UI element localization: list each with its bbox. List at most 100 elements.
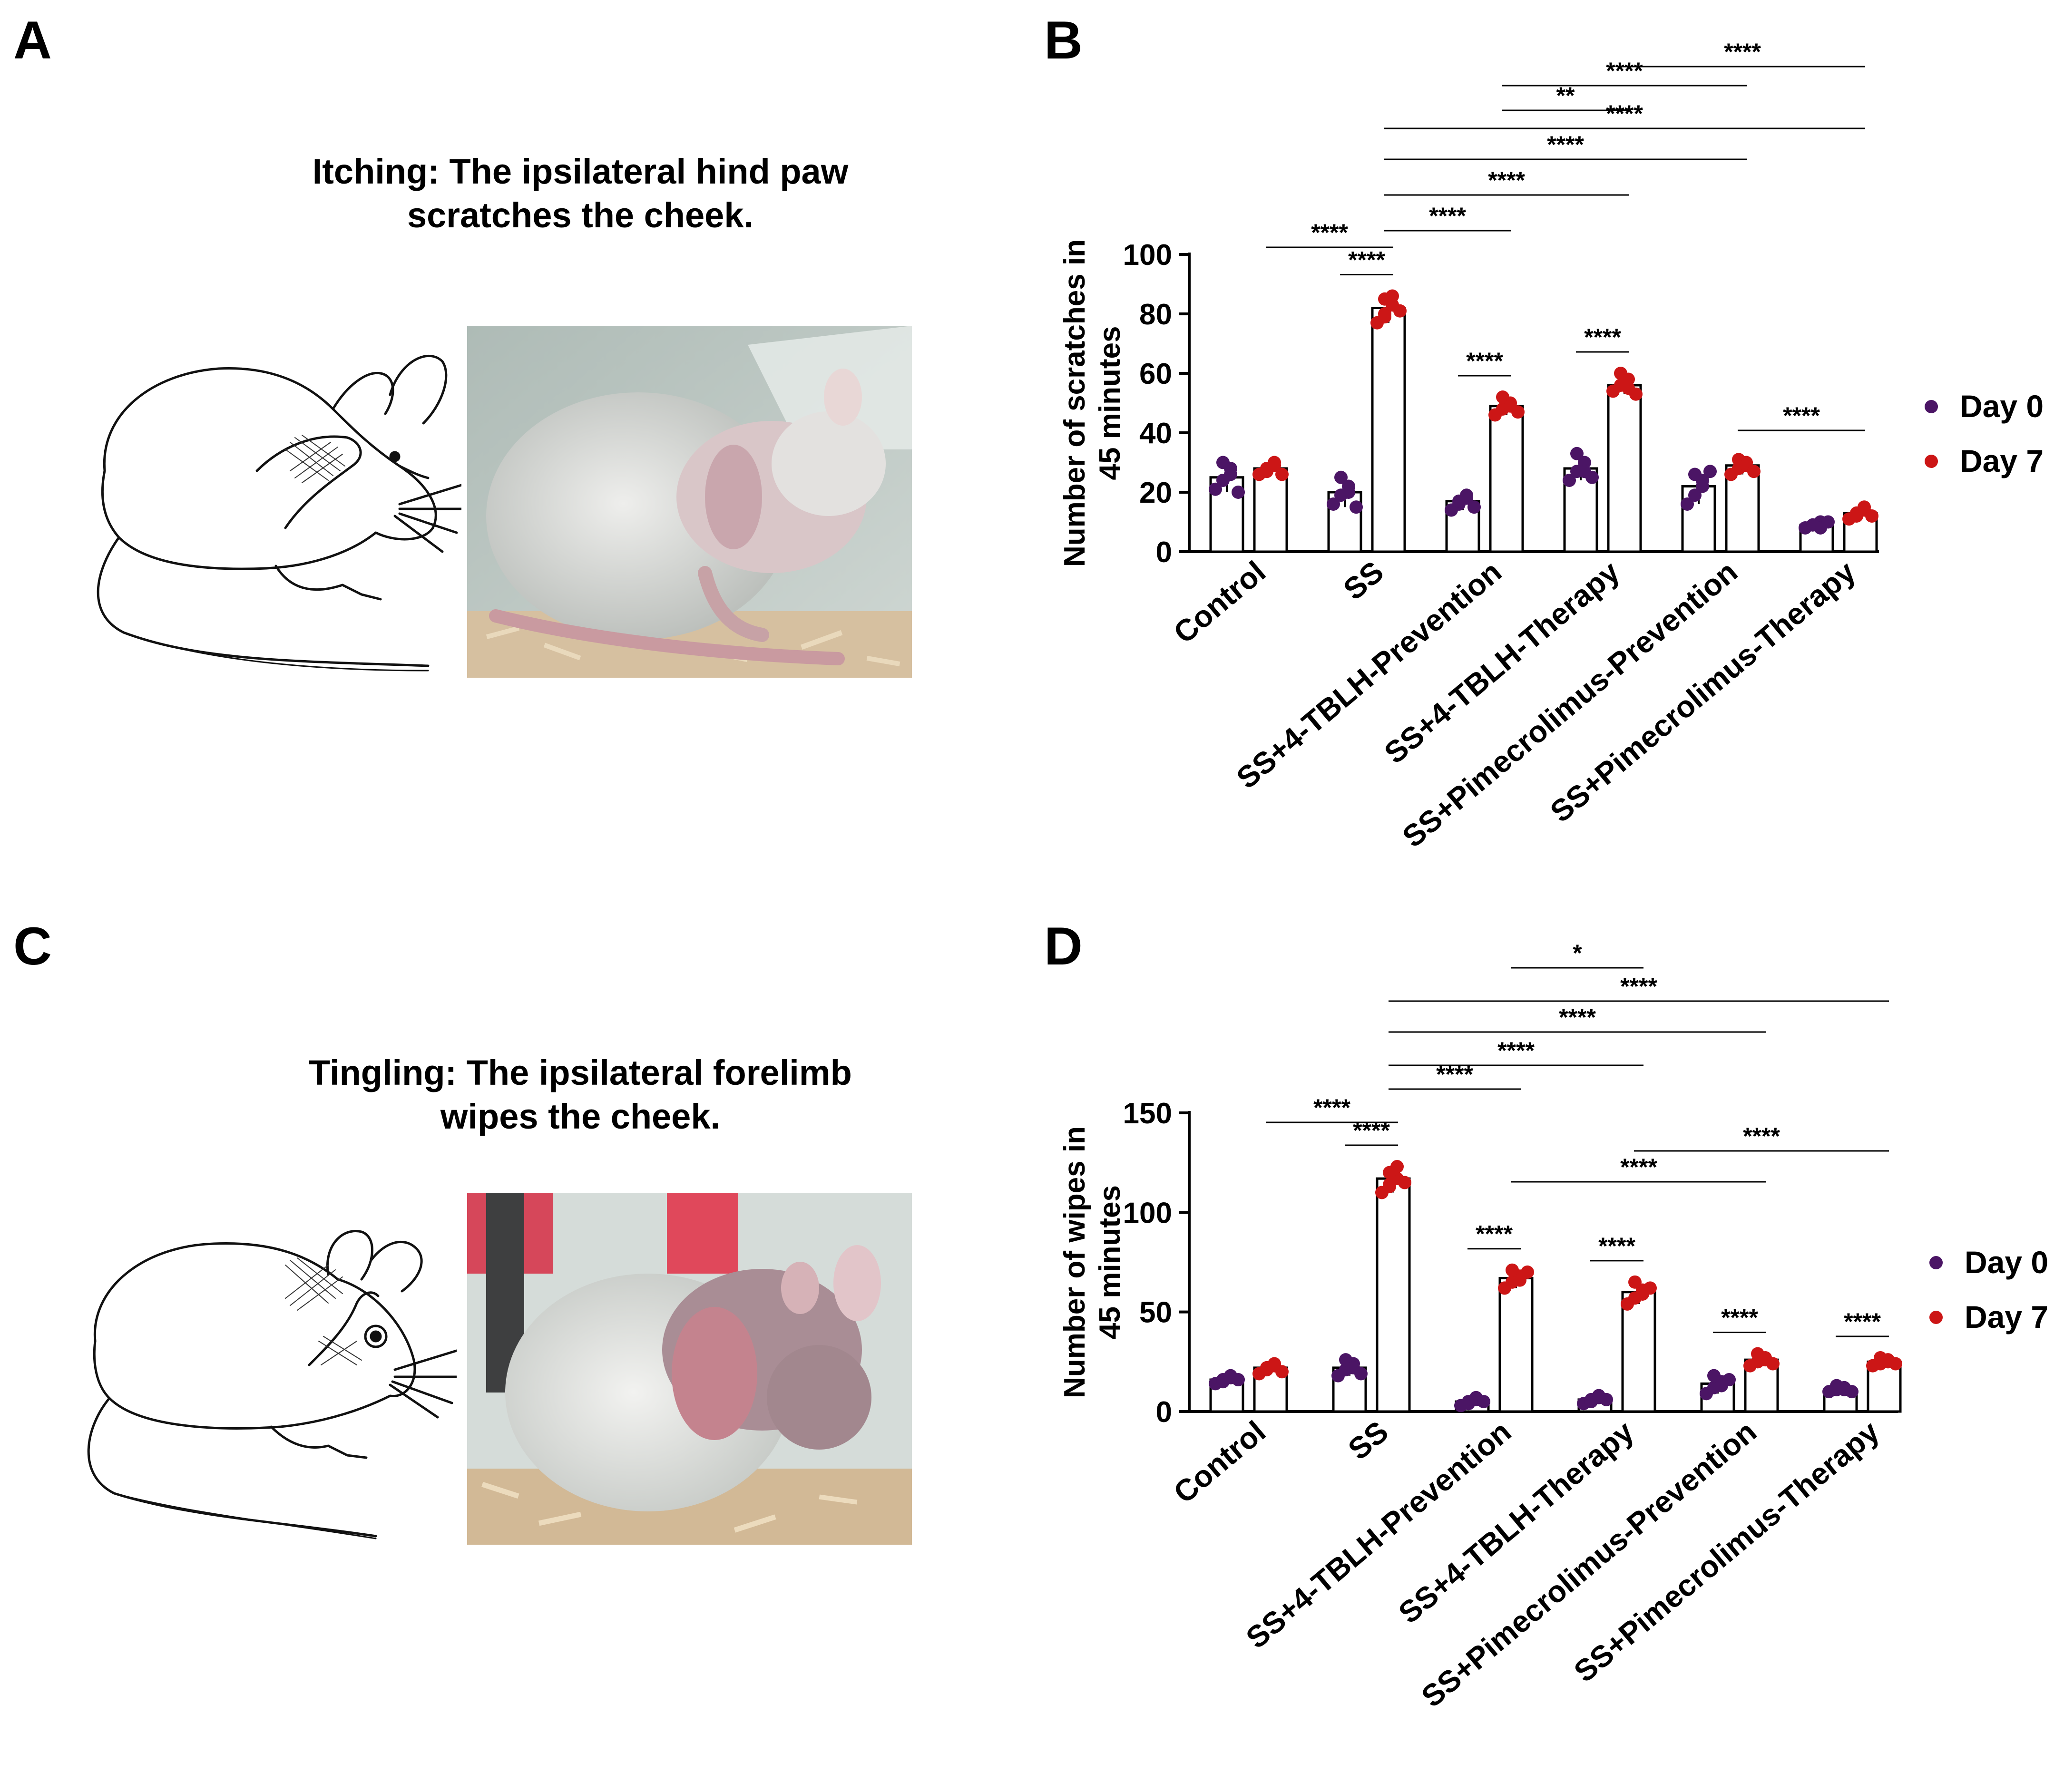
significance-label: **** [1559, 1004, 1596, 1031]
y-axis-label-line2: 45 minutes [1094, 1185, 1126, 1339]
y-tick-label: 40 [1139, 417, 1172, 450]
y-tick-label: 0 [1156, 1396, 1172, 1429]
data-point [1845, 1385, 1859, 1399]
data-point [1467, 500, 1481, 514]
significance-label: **** [1606, 58, 1643, 84]
data-point [1496, 390, 1509, 404]
panel-letter-d: D [1044, 916, 1083, 976]
data-point [1747, 465, 1761, 478]
y-axis-label-line2: 45 minutes [1094, 326, 1126, 480]
data-point [1232, 486, 1245, 499]
panel-a-caption-line2: scratches the cheek. [407, 195, 754, 235]
data-point [1275, 1365, 1289, 1379]
data-point [1614, 367, 1627, 380]
data-point [1766, 1357, 1780, 1371]
panel-a-caption: Itching: The ipsilateral hind paw scratc… [143, 150, 1018, 237]
significance-label: **** [1598, 1233, 1635, 1259]
significance-label: **** [1353, 1117, 1390, 1144]
y-tick-label: 50 [1139, 1296, 1172, 1329]
data-point [1628, 1275, 1642, 1289]
y-tick-label: 150 [1123, 1097, 1172, 1130]
data-point [1600, 1393, 1613, 1406]
bar [1498, 1276, 1534, 1413]
panel-c-caption-line2: wipes the cheek. [440, 1097, 721, 1136]
mouse-scratching-photo [467, 326, 912, 678]
data-point [1393, 304, 1407, 318]
data-point [1681, 497, 1694, 511]
bar [1376, 1177, 1411, 1413]
legend-marker [1929, 1256, 1943, 1269]
data-point [1865, 509, 1878, 523]
y-axis-label-line1: Number of scratches in [1058, 239, 1091, 567]
data-point [1383, 1179, 1396, 1193]
legend-label: Day 0 [1965, 1245, 2048, 1280]
x-tick-label: Control [1167, 1414, 1272, 1510]
bar [1489, 405, 1524, 553]
significance-label: **** [1466, 348, 1503, 374]
data-point [1386, 289, 1399, 303]
data-point [1224, 467, 1237, 481]
y-tick-label: 20 [1139, 477, 1172, 509]
legend-marker [1929, 1311, 1943, 1324]
data-point [1570, 447, 1584, 460]
significance-label: **** [1476, 1221, 1513, 1247]
significance-label: **** [1429, 203, 1466, 229]
significance-label: ** [1556, 82, 1575, 109]
y-tick-label: 60 [1139, 358, 1172, 390]
significance-label: **** [1313, 1094, 1350, 1121]
y-tick-label: 100 [1123, 1197, 1172, 1229]
data-point [1688, 488, 1702, 502]
data-point [1268, 458, 1281, 472]
significance-label: **** [1620, 973, 1657, 1000]
data-point [1460, 488, 1473, 502]
data-point [1334, 470, 1348, 484]
data-point [1511, 405, 1525, 419]
significance-label: **** [1724, 39, 1761, 65]
panel-letter-a: A [13, 10, 52, 70]
data-point [1398, 1176, 1411, 1189]
legend-label: Day 7 [1965, 1299, 2048, 1334]
legend-label: Day 0 [1960, 389, 2044, 424]
data-point [1342, 486, 1355, 499]
data-point [1858, 500, 1871, 514]
data-point [1216, 456, 1230, 469]
data-point [1506, 1263, 1519, 1277]
significance-label: **** [1311, 219, 1348, 246]
legend-label: Day 7 [1960, 443, 2044, 478]
panel-letter-c: C [13, 916, 52, 976]
panel-a-caption-line1: Itching: The ipsilateral hind paw [312, 152, 849, 191]
significance-label: **** [1620, 1154, 1657, 1180]
significance-label: **** [1844, 1308, 1881, 1335]
panel-letter-b: B [1044, 10, 1083, 70]
panel-c-caption: Tingling: The ipsilateral forelimb wipes… [143, 1051, 1018, 1139]
data-point [1477, 1395, 1490, 1409]
significance-label: **** [1348, 247, 1385, 273]
data-point [1722, 1373, 1736, 1387]
data-point [1696, 474, 1709, 487]
data-point [1209, 482, 1222, 496]
data-point [1821, 515, 1835, 529]
data-point [1327, 497, 1340, 511]
y-tick-label: 80 [1139, 298, 1172, 331]
mouse-wiping-drawing [87, 1230, 457, 1539]
data-point [1629, 387, 1643, 401]
data-point [1703, 465, 1717, 478]
significance-label: * [1573, 940, 1582, 966]
data-point [1390, 1160, 1404, 1174]
data-point [1521, 1265, 1534, 1279]
data-point [1889, 1357, 1902, 1371]
significance-label: **** [1721, 1305, 1758, 1331]
y-tick-label: 0 [1156, 536, 1172, 569]
mouse-wiping-photo [467, 1193, 912, 1545]
data-point [1275, 467, 1289, 481]
data-point [1232, 1373, 1245, 1387]
panel-c-caption-line1: Tingling: The ipsilateral forelimb [309, 1053, 852, 1092]
x-tick-label: SS [1341, 1414, 1395, 1467]
data-point [1563, 474, 1576, 487]
significance-label: **** [1547, 131, 1584, 158]
data-point [1585, 470, 1599, 484]
data-point [1707, 1369, 1721, 1383]
y-axis-label-line1: Number of wipes in [1058, 1126, 1091, 1398]
